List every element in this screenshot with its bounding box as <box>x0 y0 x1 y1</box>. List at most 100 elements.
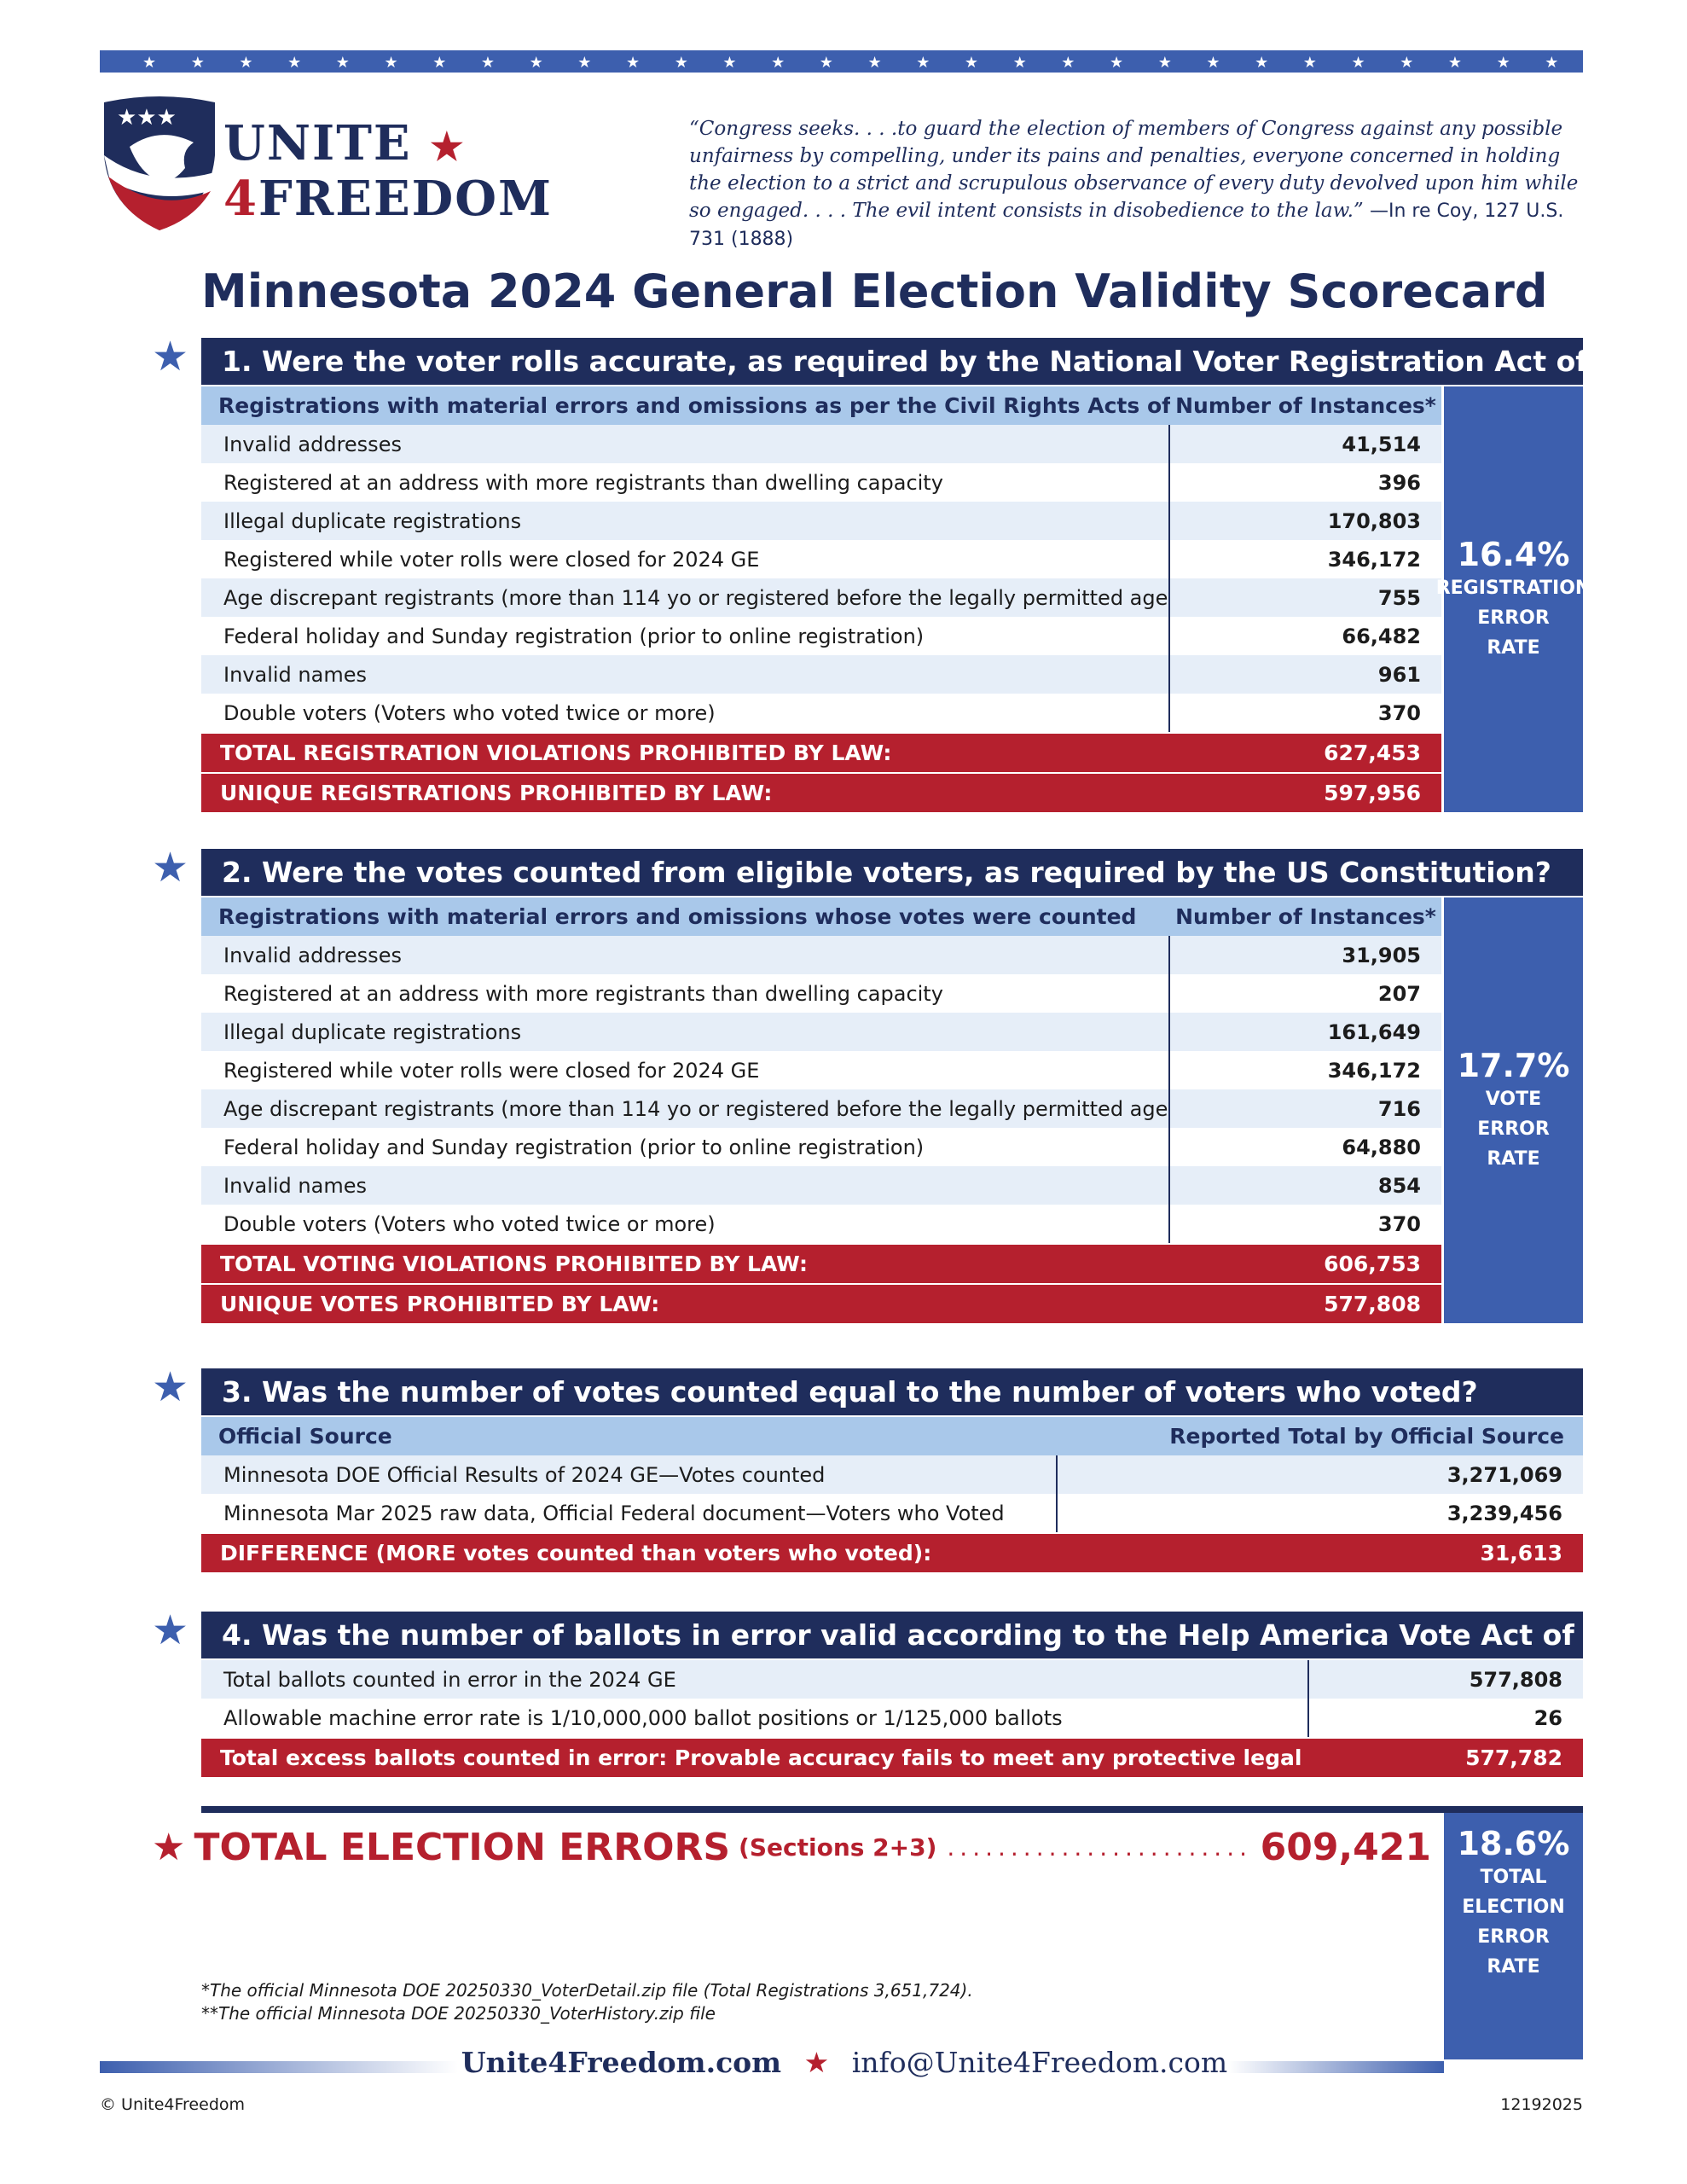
row-label: Minnesota DOE Official Results of 2024 G… <box>201 1455 1058 1494</box>
row-value: 66,482 <box>1170 617 1441 655</box>
bar-star: ★ <box>1352 54 1365 72</box>
row-label: Minnesota Mar 2025 raw data, Official Fe… <box>201 1494 1058 1532</box>
bar-star: ★ <box>965 54 978 72</box>
doc-code: 12192025 <box>1500 2095 1583 2114</box>
row-label: Registered while voter rolls were closed… <box>201 1051 1170 1089</box>
bar-star: ★ <box>287 54 301 72</box>
total-label: Total excess ballots counted in error: P… <box>201 1739 1309 1777</box>
bar-star: ★ <box>1303 54 1317 72</box>
row-value: 370 <box>1170 1205 1441 1243</box>
total-line: ★ TOTAL ELECTION ERRORS (Sections 2+3) .… <box>152 1821 1431 1873</box>
section-header: 3. Was the number of votes counted equal… <box>201 1368 1583 1415</box>
column-header: Reported Total by Official Source <box>1058 1417 1583 1455</box>
row-value: 854 <box>1170 1166 1441 1205</box>
row-label: Federal holiday and Sunday registration … <box>201 1128 1170 1166</box>
bar-star: ★ <box>1013 54 1027 72</box>
bar-star: ★ <box>1158 54 1172 72</box>
rate-label: RATE <box>1487 637 1540 659</box>
bar-star: ★ <box>1255 54 1268 72</box>
bar-star: ★ <box>385 54 398 72</box>
total-value: 627,453 <box>1170 734 1441 772</box>
row-value: 26 <box>1309 1699 1583 1737</box>
column-header: Number of Instances* <box>1170 897 1441 936</box>
total-value: 577,808 <box>1170 1285 1441 1323</box>
row-label: Age discrepant registrants (more than 11… <box>201 578 1170 617</box>
row-label: Double voters (Voters who voted twice or… <box>201 1205 1170 1243</box>
row-label: Registered while voter rolls were closed… <box>201 540 1170 578</box>
total-label: TOTAL REGISTRATION VIOLATIONS PROHIBITED… <box>201 734 1170 772</box>
bar-star: ★ <box>336 54 350 72</box>
rate-label: ERROR <box>1477 607 1550 629</box>
section-star: ★ <box>152 1606 189 1654</box>
bar-star: ★ <box>191 54 205 72</box>
bar-star: ★ <box>722 54 736 72</box>
quote: “Congress seeks. . . .to guard the elect… <box>689 115 1585 253</box>
rate-label: RATE <box>1487 1956 1540 1978</box>
row-value: 3,239,456 <box>1058 1494 1583 1532</box>
row-label: Invalid addresses <box>201 936 1170 974</box>
total-value: 577,782 <box>1309 1739 1583 1777</box>
rate-value: 18.6% <box>1457 1825 1570 1862</box>
bar-star: ★ <box>1497 54 1510 72</box>
row-label: Invalid names <box>201 655 1170 694</box>
bar-star: ★ <box>239 54 252 72</box>
rate-panel: 16.4% REGISTRATION ERROR RATE <box>1436 386 1591 812</box>
leader-dots: ........................................… <box>947 1833 1250 1862</box>
row-label: Total ballots counted in error in the 20… <box>201 1660 1309 1699</box>
total-label: UNIQUE VOTES PROHIBITED BY LAW: <box>201 1285 1170 1323</box>
row-value: 370 <box>1170 694 1441 732</box>
footnotes: *The official Minnesota DOE 20250330_Vot… <box>201 1979 973 2025</box>
column-header: Official Source <box>201 1417 1058 1455</box>
row-label: Registered at an address with more regis… <box>201 974 1170 1013</box>
logo-shield: ★★★ <box>104 96 215 230</box>
bar-star: ★ <box>868 54 882 72</box>
row-label: Invalid addresses <box>201 425 1170 463</box>
rate-label: REGISTRATION <box>1435 578 1591 599</box>
total-value: 31,613 <box>1058 1534 1583 1572</box>
bar-star: ★ <box>626 54 640 72</box>
logo-star: ★ <box>430 125 466 169</box>
row-value: 41,514 <box>1170 425 1441 463</box>
row-label: Illegal duplicate registrations <box>201 1013 1170 1051</box>
logo-line2: 4FREEDOM <box>223 171 553 227</box>
row-label: Allowable machine error rate is 1/10,000… <box>201 1699 1309 1737</box>
email: info@Unite4Freedom.com <box>851 2046 1228 2079</box>
row-value: 755 <box>1170 578 1441 617</box>
copyright: © Unite4Freedom <box>100 2095 246 2114</box>
bar-star: ★ <box>1400 54 1413 72</box>
logo-text: FREEDOM <box>258 171 553 227</box>
bar-star: ★ <box>820 54 833 72</box>
rate-label: ERROR <box>1477 1926 1550 1948</box>
section-star: ★ <box>152 333 189 380</box>
bar-star: ★ <box>1206 54 1220 72</box>
star-bar-stars: ★ ★ ★ ★ ★ ★ ★ ★ ★ ★ ★ ★ ★ ★ ★ ★ ★ ★ ★ ★ ★ ★ ★ ★ ★ ★ ★ ★ ★ ★ <box>142 54 1558 72</box>
row-value: 577,808 <box>1309 1660 1583 1699</box>
row-label: Federal holiday and Sunday registration … <box>201 617 1170 655</box>
row-label: Invalid names <box>201 1166 1170 1205</box>
row-value: 346,172 <box>1170 1051 1441 1089</box>
bar-star: ★ <box>1448 54 1462 72</box>
section-header: 2. Were the votes counted from eligible … <box>201 849 1583 896</box>
row-value: 346,172 <box>1170 540 1441 578</box>
total-rate-panel: 18.6% TOTAL ELECTION ERROR RATE <box>1444 1813 1583 2059</box>
rate-panel: 17.7% VOTE ERROR RATE <box>1444 897 1583 1323</box>
row-value: 961 <box>1170 655 1441 694</box>
bar-star: ★ <box>481 54 495 72</box>
total-star: ★ <box>152 1825 186 1869</box>
footer-bar <box>1228 2061 1444 2073</box>
bar-star: ★ <box>771 54 785 72</box>
total-value: 606,753 <box>1170 1245 1441 1283</box>
total-value: 609,421 <box>1260 1825 1431 1869</box>
row-value: 31,905 <box>1170 936 1441 974</box>
row-label: Double voters (Voters who voted twice or… <box>201 694 1170 732</box>
row-value: 64,880 <box>1170 1128 1441 1166</box>
section-star: ★ <box>152 1363 189 1411</box>
logo-line1: UNITE ★ <box>223 115 466 171</box>
quote-text: “Congress seeks. . . .to guard the elect… <box>689 118 1579 222</box>
footnote: *The official Minnesota DOE 20250330_Vot… <box>201 1980 973 2001</box>
bar-star: ★ <box>432 54 446 72</box>
row-value: 716 <box>1170 1089 1441 1128</box>
bar-star: ★ <box>577 54 591 72</box>
row-label: Illegal duplicate registrations <box>201 502 1170 540</box>
